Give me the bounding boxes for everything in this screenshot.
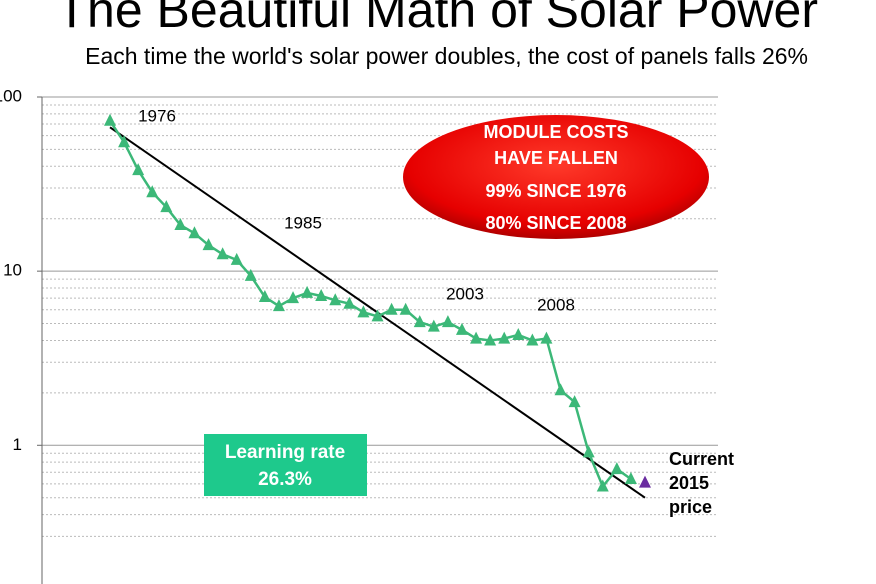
annotation: 1985 — [284, 213, 322, 232]
data-point — [174, 218, 187, 231]
data-point — [427, 319, 440, 332]
data-point — [470, 331, 483, 344]
data-point — [329, 293, 342, 306]
current-label: price — [669, 497, 712, 517]
data-point — [244, 268, 257, 281]
annotation: 1976 — [138, 106, 176, 125]
y-tick-label: 100 — [0, 86, 22, 105]
data-point — [610, 462, 623, 475]
annotation: 2008 — [537, 295, 575, 314]
data-point — [315, 288, 328, 301]
data-point — [188, 226, 201, 239]
data-point — [498, 331, 511, 344]
data-point — [118, 135, 131, 148]
data-point — [104, 113, 116, 126]
data-point — [568, 395, 581, 408]
y-tick-label: 10 — [3, 261, 22, 280]
data-point — [385, 302, 398, 315]
data-point — [596, 479, 609, 492]
data-point — [526, 333, 539, 346]
callout-text: MODULE COSTS — [483, 122, 628, 142]
data-point — [230, 252, 243, 265]
data-point — [413, 315, 426, 328]
data-point — [216, 247, 229, 260]
data-point — [258, 290, 271, 303]
current-label: 2015 — [669, 473, 709, 493]
data-point — [343, 296, 356, 309]
data-point — [624, 472, 637, 485]
data-point — [512, 327, 525, 340]
data-point — [146, 185, 159, 198]
chart-title: The Beautiful Math of Solar Power — [57, 0, 819, 38]
annotation: 2003 — [446, 284, 484, 303]
callout-ellipse — [403, 115, 709, 239]
data-point — [639, 475, 651, 488]
data-point — [540, 331, 553, 344]
data-point — [455, 322, 468, 335]
data-point — [554, 383, 567, 396]
data-point — [484, 333, 497, 346]
data-point — [287, 291, 300, 304]
learning-rate-box — [204, 434, 367, 496]
data-point — [582, 445, 595, 458]
data-point — [202, 238, 215, 251]
data-point — [272, 299, 285, 312]
data-point — [301, 285, 314, 298]
callout-text: 99% SINCE 1976 — [485, 181, 626, 201]
learning-rate-text: Learning rate — [225, 442, 345, 463]
data-point — [160, 200, 173, 213]
data-point — [399, 302, 412, 315]
learning-rate-text: 26.3% — [258, 469, 312, 490]
y-tick-label: 1 — [13, 435, 22, 454]
callout-text: HAVE FALLEN — [494, 148, 618, 168]
data-point — [357, 305, 370, 318]
chart-subtitle: Each time the world's solar power double… — [85, 43, 808, 69]
current-label: Current — [669, 449, 734, 469]
data-point — [371, 309, 384, 322]
callout-text: 80% SINCE 2008 — [485, 213, 626, 233]
data-point — [441, 315, 454, 328]
data-point — [132, 163, 145, 176]
